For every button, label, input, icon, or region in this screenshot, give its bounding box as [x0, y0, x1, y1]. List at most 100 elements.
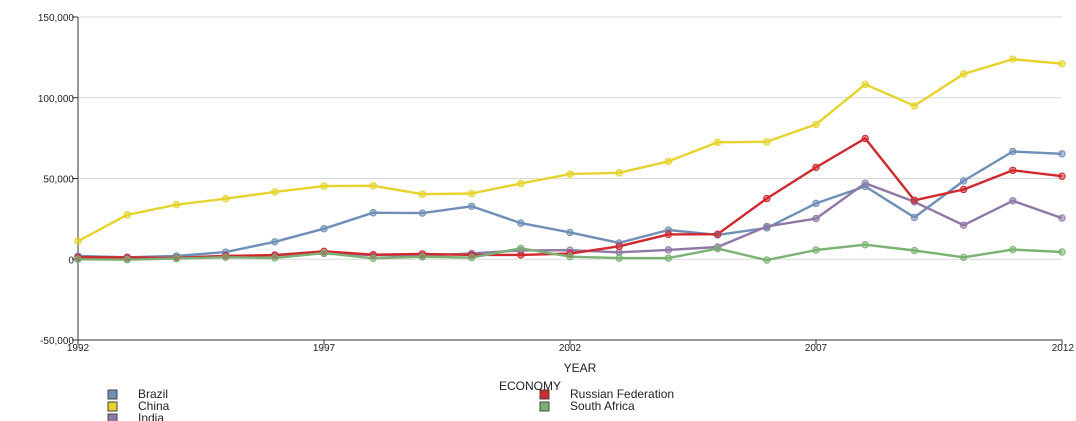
data-point-china [664, 157, 673, 166]
data-point-south-africa [271, 254, 279, 262]
x-axis-ticks: 1992 1997 2002 2007 2012 [67, 339, 1075, 354]
legend-label-south-africa: South Africa [570, 399, 635, 413]
data-point-china [271, 188, 279, 196]
x-tick-label: 2012 [1052, 343, 1075, 354]
data-point-china [1058, 59, 1066, 68]
data-point-south-africa [861, 241, 869, 249]
data-point-india [812, 214, 820, 223]
data-point-india [1058, 214, 1066, 222]
data-point-south-africa [418, 253, 427, 261]
data-point-brazil [812, 199, 820, 208]
data-point-russian-federation [812, 163, 820, 172]
data-point-china [1009, 55, 1017, 63]
data-point-russian-federation [1009, 166, 1017, 174]
data-point-brazil [320, 225, 328, 233]
data-point-south-africa [615, 254, 623, 262]
data-point-russian-federation [517, 251, 525, 259]
data-point-south-africa [664, 254, 673, 262]
data-point-brazil [369, 209, 377, 217]
y-tick-label: 150,000 [38, 13, 75, 24]
data-point-china [812, 120, 820, 129]
x-tick-label: 1997 [313, 343, 336, 354]
x-axis-title: YEAR [564, 361, 597, 375]
data-point-china [320, 182, 328, 190]
data-point-china [123, 211, 131, 219]
data-point-china [910, 102, 919, 110]
data-point-russian-federation [861, 134, 869, 143]
data-point-south-africa [320, 249, 328, 257]
data-point-south-africa [812, 246, 820, 254]
data-point-south-africa [959, 253, 968, 262]
legend-label-russian-federation: Russian Federation [570, 387, 674, 401]
data-point-brazil [566, 228, 574, 237]
data-point-south-africa [74, 255, 82, 263]
data-point-india [664, 246, 673, 254]
series-points [74, 55, 1066, 264]
data-point-south-africa [172, 254, 181, 263]
data-point-russian-federation [763, 194, 771, 203]
legend-swatch-russian-federation [539, 389, 550, 400]
data-point-russian-federation [713, 230, 722, 238]
legend-swatch-south-africa [539, 401, 550, 412]
data-point-south-africa [369, 254, 377, 262]
legend-swatch-brazil [107, 389, 118, 400]
legend-swatch-india [107, 413, 118, 421]
data-point-brazil [418, 209, 427, 217]
legend-title: ECONOMY [499, 379, 561, 393]
data-point-china [713, 138, 722, 147]
data-point-china [369, 182, 377, 190]
data-point-brazil [517, 219, 525, 227]
data-point-russian-federation [615, 242, 623, 251]
data-point-china [517, 179, 525, 188]
data-point-india [959, 221, 968, 229]
legend-swatch-china [107, 401, 118, 412]
gridlines [78, 16, 1062, 341]
data-point-south-africa [1058, 248, 1066, 256]
data-point-china [221, 194, 230, 203]
data-point-china [615, 169, 623, 177]
x-tick-label: 1992 [67, 343, 90, 354]
x-tick-label: 2002 [559, 343, 582, 354]
data-point-south-africa [1009, 245, 1017, 254]
data-point-south-africa [467, 253, 476, 262]
data-point-brazil [1009, 147, 1017, 156]
y-tick-label: 100,000 [38, 94, 75, 105]
data-point-china [74, 237, 82, 245]
legend-label-china: China [138, 399, 170, 413]
data-point-india [861, 179, 869, 187]
legend-label-brazil: Brazil [138, 387, 168, 401]
data-point-south-africa [763, 256, 771, 264]
data-point-russian-federation [1058, 172, 1066, 180]
data-point-brazil [467, 202, 476, 210]
data-point-china [959, 70, 968, 78]
data-point-russian-federation [910, 196, 919, 205]
data-point-south-africa [221, 253, 230, 262]
data-point-russian-federation [959, 185, 968, 194]
data-point-south-africa [713, 244, 722, 253]
data-point-brazil [1058, 150, 1066, 158]
data-point-brazil [910, 213, 919, 222]
data-point-brazil [959, 177, 968, 185]
data-point-south-africa [123, 256, 131, 264]
data-point-china [763, 138, 771, 146]
data-point-china [418, 190, 427, 198]
data-point-india [1009, 197, 1017, 205]
y-tick-label: 50,000 [43, 175, 74, 186]
data-point-south-africa [910, 246, 919, 255]
data-point-south-africa [566, 252, 574, 261]
data-point-south-africa [517, 244, 525, 252]
data-point-china [172, 200, 181, 209]
data-point-russian-federation [664, 230, 673, 239]
y-tick-label: 0 [68, 255, 74, 266]
legend-label-india: India [138, 411, 164, 421]
data-point-china [467, 189, 476, 198]
data-point-brazil [271, 238, 279, 246]
x-tick-label: 2007 [805, 343, 828, 354]
y-axis-ticks: -50,000 0 50,000 100,000 150,000 [38, 13, 78, 347]
data-point-china [861, 80, 869, 89]
y-tick-label: -50,000 [40, 336, 74, 347]
data-point-india [763, 222, 771, 231]
data-point-china [566, 170, 574, 178]
